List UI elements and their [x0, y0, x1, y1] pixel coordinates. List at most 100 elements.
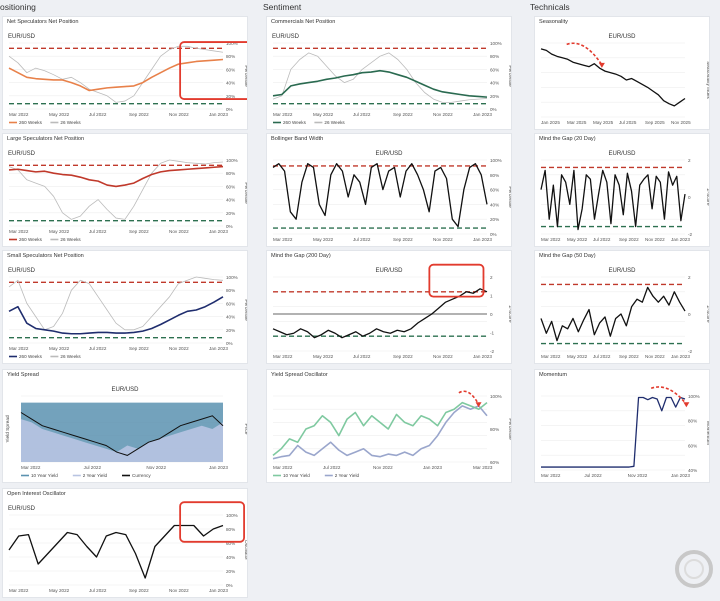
chart-panel-s3[interactable]: Mind the Gap (200 Day) EUR/USD 2 1 0 -1 -2 Z-Sc…: [266, 250, 512, 364]
trend-arrow-head: [683, 402, 690, 408]
legend-label: 260 Weeks: [19, 120, 43, 125]
trend-arrow-head: [475, 402, 482, 408]
x-tick-label: Mar 2022: [273, 354, 293, 359]
chart-panel-s1[interactable]: Commercials Net Position EUR/USD 100% 80% 60…: [266, 16, 512, 130]
x-tick-label: Jul 2022: [89, 112, 107, 117]
series-line: [541, 396, 686, 468]
y-tick-label: 40%: [226, 315, 235, 320]
series-line: [540, 48, 686, 107]
y-tick-label: 100%: [226, 41, 238, 46]
y-axis-title: Percentile: [243, 182, 248, 204]
y-tick-label: 0%: [226, 224, 233, 229]
legend-label: 2 Year Yield: [335, 473, 360, 478]
x-tick-label: May 2022: [567, 354, 588, 359]
chart-panel-p5[interactable]: Open Interest Oscillator EUR/USD 100% 80% 60…: [2, 488, 248, 598]
x-tick-label: Jul 2025: [619, 120, 637, 125]
chart-title: Seasonality: [539, 19, 568, 25]
chart-title: Yield Spread Oscillator: [271, 372, 328, 378]
chart-subtitle: EUR/USD: [8, 506, 36, 512]
x-tick-label: May 2022: [49, 588, 70, 593]
chart-panel-s4[interactable]: Yield Spread Oscillator 100% 80% 60% Percent…: [266, 369, 512, 483]
y-tick-label: 0: [688, 195, 691, 200]
series-line: [272, 163, 488, 228]
y-axis-title: Price: [243, 424, 248, 435]
chart-title: Commercials Net Position: [271, 19, 336, 25]
chart-panel-t4[interactable]: Momentum 100% 80% 60% 40% Momentum Mar 2022 Jul…: [534, 369, 710, 483]
x-tick-label: Nov 2022: [169, 229, 189, 234]
chart-panel-t1[interactable]: Seasonality EUR/USD Seasonality Index Jan 2…: [534, 16, 710, 130]
chart-title: Net Speculators Net Position: [7, 19, 79, 25]
chart-panel-s2[interactable]: Bollinger Band Width EUR/USD 100% 80% 60% 40%…: [266, 133, 512, 247]
highlight-box: [179, 41, 247, 100]
y-tick-label: 80%: [688, 419, 697, 424]
y-tick-label: 0: [688, 312, 691, 317]
chart-subtitle: EUR/USD: [8, 34, 36, 40]
y-tick-label: 80%: [490, 173, 499, 178]
chart-panel-p1[interactable]: Net Speculators Net Position EUR/USD 100% 8…: [2, 16, 248, 130]
y-tick-label: 100%: [688, 394, 700, 399]
y-axis-title: Momentum: [705, 421, 710, 445]
x-tick-label: Sep 2022: [129, 588, 149, 593]
y-axis-title: Percentile: [507, 418, 512, 440]
x-tick-label: May 2022: [49, 346, 70, 351]
x-tick-label: Jul 2022: [353, 237, 371, 242]
series-line: [540, 169, 686, 231]
series-line: [272, 401, 488, 457]
series-line: [272, 288, 488, 339]
legend-label: 260 Weeks: [19, 237, 43, 242]
series-line: [8, 58, 224, 92]
x-tick-label: Jan 2023: [209, 112, 228, 117]
y-tick-label: -2: [490, 349, 495, 354]
y-tick-label: 20%: [226, 94, 235, 99]
y-tick-label: 80%: [226, 288, 235, 293]
x-tick-label: Mar 2025: [567, 120, 587, 125]
x-tick-label: May 2022: [49, 229, 70, 234]
x-tick-label: Mar 2022: [9, 588, 29, 593]
x-tick-label: Jan 2023: [671, 354, 690, 359]
y-tick-label: 80%: [226, 54, 235, 59]
chart-svg: Seasonality Index Jan 2025 Mar 2025 May 202…: [540, 42, 709, 125]
x-tick-label: Sep 2022: [619, 237, 639, 242]
section-positioning: ositioning: [0, 2, 36, 12]
x-tick-label: Nov 2022: [169, 346, 189, 351]
series-line: [8, 159, 224, 220]
chart-panel-t3[interactable]: Mind the Gap (50 Day) EUR/USD 2 0 -2 Z-Score M…: [534, 250, 710, 364]
chart-panel-p3[interactable]: Small Speculators Net Position EUR/USD 100…: [2, 250, 248, 364]
x-tick-label: Jul 2022: [323, 465, 341, 470]
chart-subtitle: EUR/USD: [8, 151, 36, 157]
y-axis-title: Percentile: [243, 65, 248, 87]
x-tick-label: Jul 2022: [89, 229, 107, 234]
series-line: [272, 52, 488, 103]
x-tick-label: Jan 2023: [473, 354, 492, 359]
x-tick-label: Nov 2022: [433, 354, 453, 359]
x-tick-label: Sep 2022: [129, 112, 149, 117]
series-line: [272, 405, 488, 460]
section-sentiment: Sentiment: [263, 2, 302, 12]
legend-label: 26 Weeks: [324, 120, 345, 125]
x-tick-label: Jul 2022: [593, 237, 611, 242]
y-tick-label: 60%: [226, 301, 235, 306]
x-tick-label: Mar 2022: [21, 465, 41, 470]
x-tick-label: Mar 2022: [9, 346, 29, 351]
chart-title: Bollinger Band Width: [271, 136, 324, 142]
x-tick-label: Mar 2022: [273, 112, 293, 117]
legend-label: 26 Weeks: [60, 120, 81, 125]
x-tick-label: Jan 2023: [671, 237, 690, 242]
chart-svg: 2 1 0 -1 -2 Z-Score Mar 2022 May 2022 Jul 2022 Se…: [272, 263, 511, 359]
x-tick-label: Jul 2022: [89, 588, 107, 593]
legend-label: 10 Year Yield: [31, 473, 58, 478]
chart-panel-p4[interactable]: Yield Spread EUR/USD Price Yield Spread Mar …: [2, 369, 248, 483]
x-tick-label: May 2022: [313, 237, 334, 242]
chart-subtitle: EUR/USD: [8, 268, 36, 274]
y-tick-label: 2: [490, 275, 493, 280]
x-tick-label: Sep 2022: [129, 229, 149, 234]
chart-panel-t2[interactable]: Mind the Gap (20 Day) EUR/USD 2 0 -2 Z-Score M…: [534, 133, 710, 247]
macro-ops-logo-icon: [675, 550, 713, 588]
y-tick-label: 20%: [226, 569, 235, 574]
y-tick-label: 40%: [688, 468, 697, 473]
y-tick-label: 40%: [226, 198, 235, 203]
x-tick-label: Sep 2022: [393, 112, 413, 117]
y-tick-label: 100%: [490, 41, 502, 46]
chart-panel-p2[interactable]: Large Speculators Net Position EUR/USD 100…: [2, 133, 248, 247]
series-line: [272, 69, 488, 98]
